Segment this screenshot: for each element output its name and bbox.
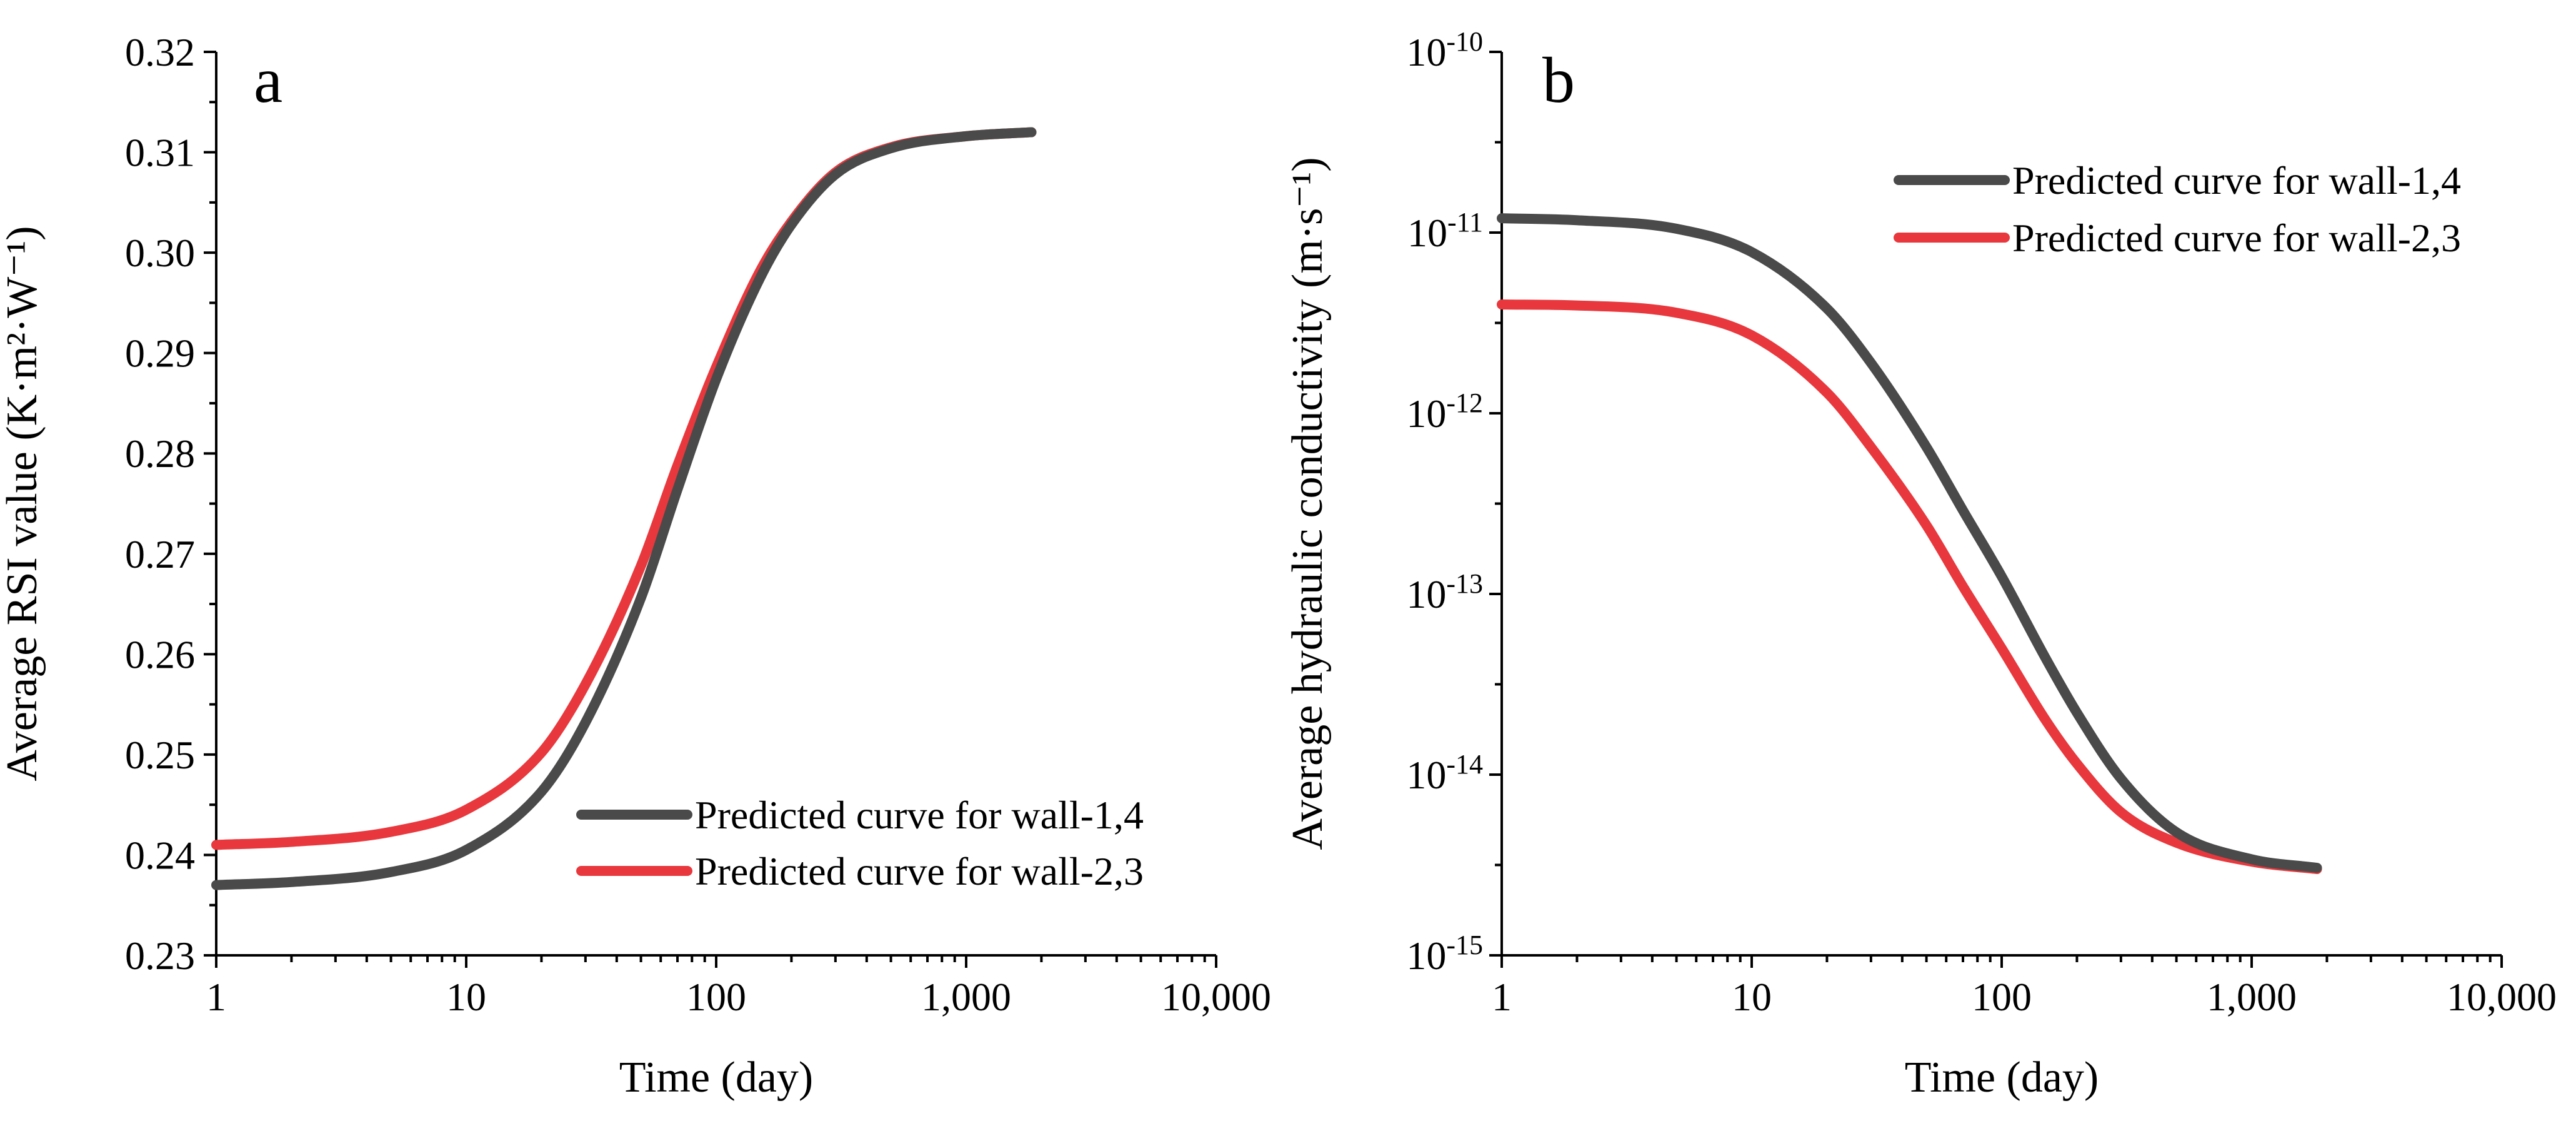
y-tick-label: 0.31	[125, 131, 195, 175]
panel-b-hydraulic-conductivity-chart: 1 10 100 1,000 10,000 10-15 10-14 10-13 10-12 10-…	[1284, 26, 2557, 1102]
legend-label-2: Predicted curve for wall-2,3	[695, 849, 1144, 893]
y-tick-label: 10-12	[1406, 388, 1483, 436]
x-tick-label: 10	[1732, 975, 1772, 1019]
y-tick-label: 0.25	[125, 733, 195, 777]
y-tick-label: 10-15	[1406, 930, 1483, 978]
y-tick-label: 0.28	[125, 431, 195, 476]
y-tick-label: 0.30	[125, 231, 195, 275]
series-line-1	[1497, 213, 2322, 873]
x-tick-label: 10	[446, 975, 486, 1019]
x-axis-title: Time (day)	[1905, 1053, 2099, 1102]
x-axis-title: Time (day)	[619, 1053, 813, 1102]
panel-a-rsi-chart: 1 10 100 1,000 10,000 0.23 0.24 0.25 0.26 0.27 0.2…	[0, 30, 1271, 1102]
x-tick-label: 1	[206, 975, 226, 1019]
y-tick-label: 0.24	[125, 833, 195, 877]
x-tick-label: 100	[1972, 975, 2032, 1019]
y-tick-label: 0.26	[125, 632, 195, 676]
y-axis-title: Average RSI value (K·m²·W⁻¹)	[0, 226, 46, 781]
y-tick-label: 0.27	[125, 532, 195, 576]
y-axis-title: Average hydraulic conductivity (m·s⁻¹)	[1284, 157, 1332, 850]
y-tick-label: 0.32	[125, 30, 195, 74]
x-tick-label: 1	[1492, 975, 1512, 1019]
legend-label-2: Predicted curve for wall-2,3	[2012, 216, 2461, 260]
panel-label: a	[254, 44, 282, 116]
x-tick-label: 10,000	[2447, 975, 2557, 1019]
y-tick-label: 10-13	[1406, 568, 1483, 617]
y-tick-label: 10-14	[1406, 749, 1483, 798]
x-tick-label: 100	[686, 975, 746, 1019]
x-tick-label: 1,000	[921, 975, 1011, 1019]
legend-label-1: Predicted curve for wall-1,4	[695, 793, 1144, 837]
y-tick-label: 0.29	[125, 331, 195, 376]
y-tick-label: 10-11	[1407, 207, 1483, 256]
legend-label-1: Predicted curve for wall-1,4	[2012, 158, 2461, 203]
panel-label: b	[1542, 44, 1575, 116]
x-tick-label: 10,000	[1161, 975, 1271, 1019]
series-line-1	[211, 127, 1037, 890]
y-tick-label: 0.23	[125, 933, 195, 978]
x-tick-label: 1,000	[2207, 975, 2297, 1019]
series-line-2	[1497, 299, 2322, 875]
y-tick-label: 10-10	[1406, 26, 1483, 75]
